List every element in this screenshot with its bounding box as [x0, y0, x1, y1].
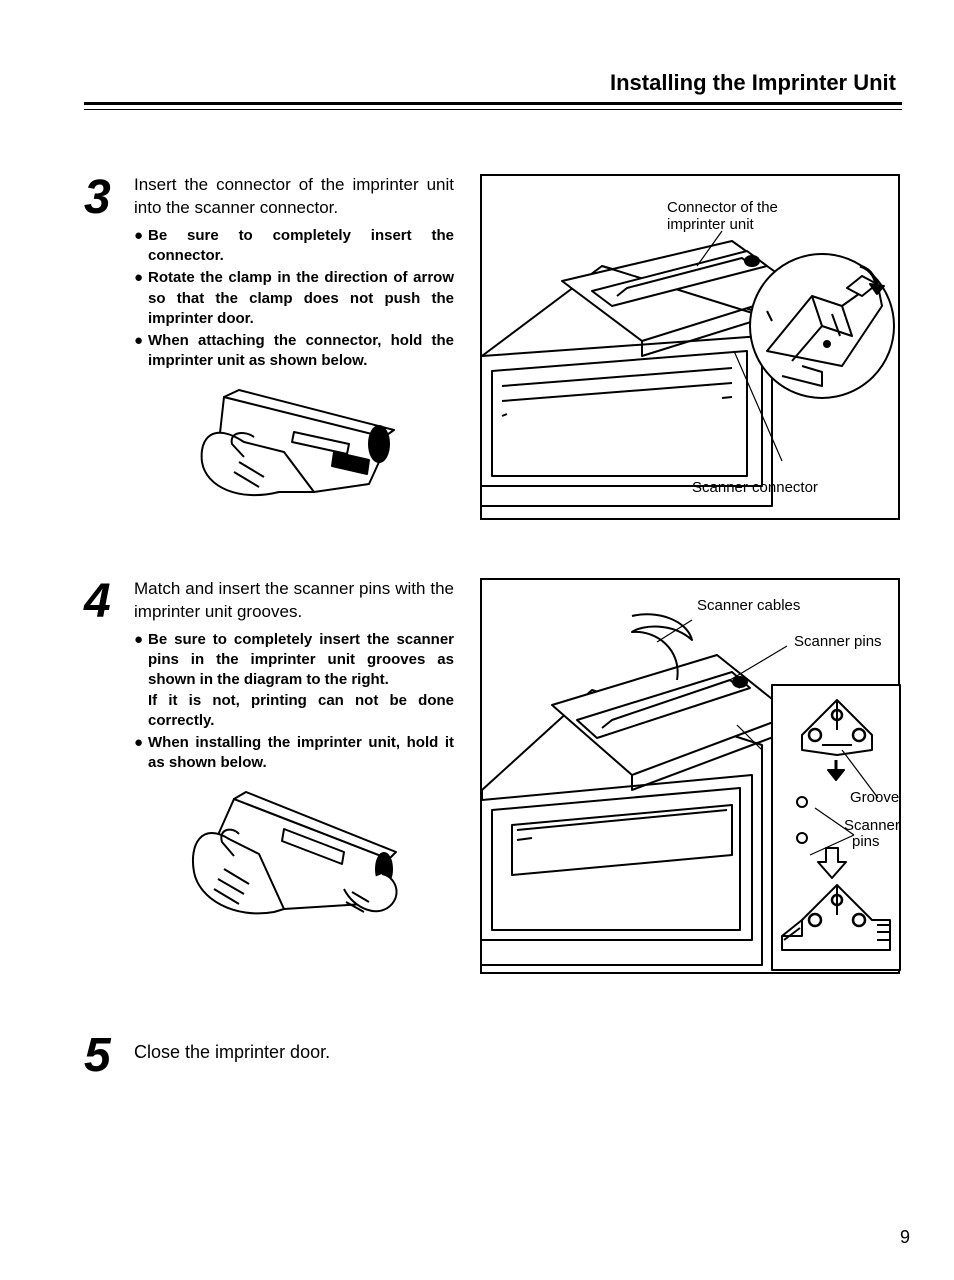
step-4-figure: Scanner cables Scanner pins Groove Scann… — [480, 578, 900, 974]
step-3-figure: Connector of theimprinter unit Scanner c… — [480, 174, 900, 520]
page-number: 9 — [900, 1227, 910, 1248]
step-3-bullet-1: Be sure to completely insert the connect… — [148, 227, 454, 264]
step-number-5: 5 — [84, 1032, 126, 1077]
step-3-intro: Insert the connector of the imprinter un… — [134, 174, 454, 220]
label-scanner-connector: Scanner connector — [692, 479, 818, 496]
step-4-inline-illustration — [184, 784, 404, 934]
manual-page: Installing the Imprinter Unit 3 Insert t… — [0, 0, 954, 1280]
holding-unit-icon-3 — [184, 382, 404, 512]
scanner-pins-diagram-icon: Scanner cables Scanner pins Groove Scann… — [482, 580, 902, 976]
header-rule — [84, 102, 902, 110]
step-number-4: 4 — [84, 578, 126, 623]
page-header: Installing the Imprinter Unit — [84, 70, 902, 102]
step-3-bullet-2: Rotate the clamp in the direction of arr… — [148, 269, 454, 327]
step-4-bullets: ●Be sure to completely insert the scanne… — [134, 630, 454, 774]
step-3: 3 Insert the connector of the imprinter … — [84, 174, 902, 520]
label-groove: Groove — [850, 789, 899, 806]
step-4: 4 Match and insert the scanner pins with… — [84, 578, 902, 974]
step-3-bullet-3: When attaching the connector, hold the i… — [148, 332, 454, 369]
step-5-text: Close the imprinter door. — [134, 1032, 330, 1063]
holding-unit-icon-4 — [184, 784, 404, 934]
step-3-inline-illustration — [184, 382, 404, 512]
step-number-3: 3 — [84, 174, 126, 219]
step-4-bullet-2: When installing the imprinter unit, hold… — [148, 734, 454, 771]
step-5: 5 Close the imprinter door. — [84, 1032, 902, 1077]
label-scanner-pins-top: Scanner pins — [794, 633, 882, 650]
step-4-bullet-1: Be sure to completely insert the scanner… — [148, 631, 454, 729]
step-3-bullets: ●Be sure to completely insert the connec… — [134, 226, 454, 372]
scanner-connector-diagram-icon: Connector of theimprinter unit Scanner c… — [482, 176, 902, 522]
label-connector: Connector of theimprinter unit — [667, 199, 778, 233]
label-scanner-cables: Scanner cables — [697, 597, 800, 614]
step-4-intro: Match and insert the scanner pins with t… — [134, 578, 454, 624]
